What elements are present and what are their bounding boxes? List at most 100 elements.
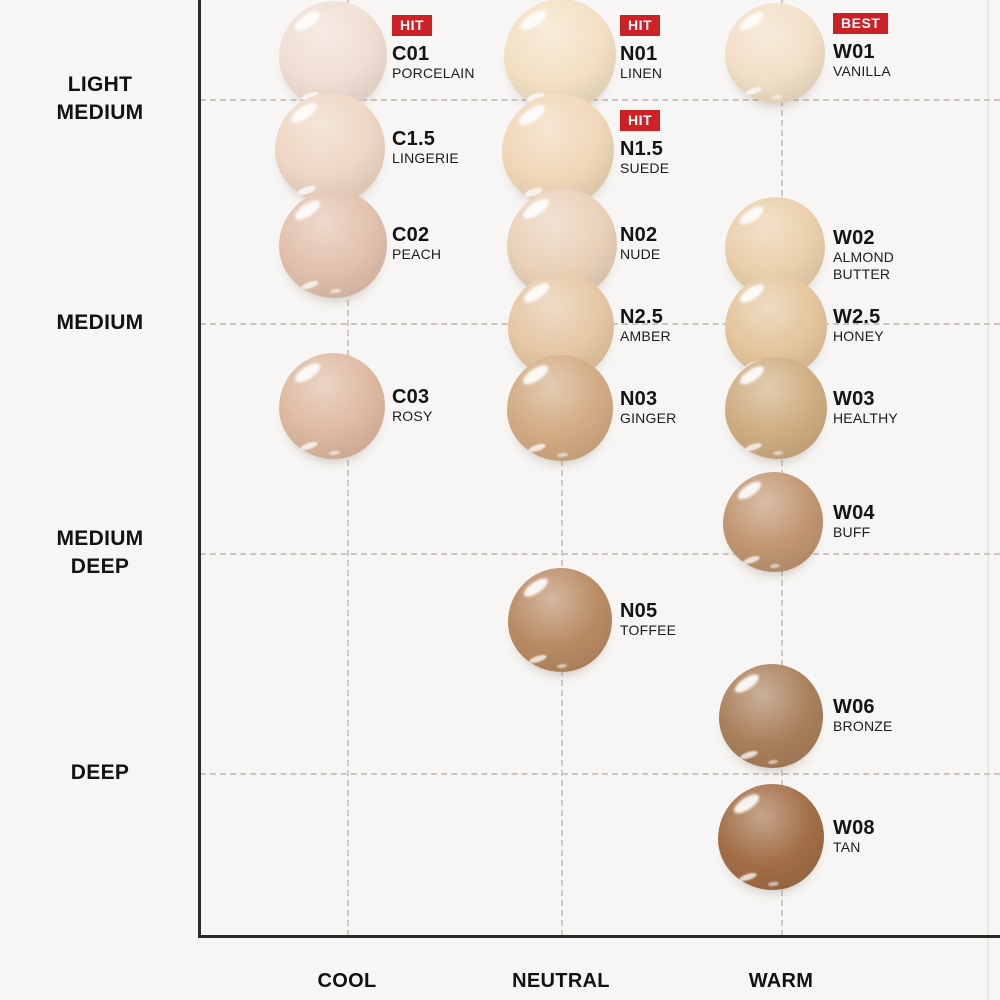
swatch-highlight <box>737 9 766 34</box>
swatch-w01 <box>725 3 825 103</box>
swatch-highlight <box>527 442 547 455</box>
shade-name: BUFF <box>833 524 871 540</box>
swatch-highlight <box>771 94 783 100</box>
shade-code: W2.5 <box>833 306 881 328</box>
y-axis-label-line: DEEP <box>70 555 130 578</box>
shade-name: PORCELAIN <box>392 65 475 81</box>
swatch-highlight <box>744 441 764 453</box>
shade-label-c03: C03 ROSY <box>392 386 432 425</box>
swatch-c02 <box>279 190 387 298</box>
swatch-highlight <box>517 6 550 34</box>
y-axis-label-deep: DEEP <box>5 759 195 787</box>
hit-badge: HIT <box>620 15 661 36</box>
shade-name: VANILLA <box>833 63 891 79</box>
v-gridline-neutral <box>561 0 563 936</box>
shade-label-w04: W04 BUFF <box>833 502 875 541</box>
swatch-n01 <box>504 0 616 111</box>
h-gridline-medium-deep <box>200 553 1000 555</box>
shade-code: C01 <box>392 43 430 65</box>
shade-name: ALMOND BUTTER <box>833 249 895 282</box>
y-axis-line <box>198 0 201 938</box>
shade-name: TAN <box>833 839 861 855</box>
swatch-highlight <box>737 203 766 228</box>
swatch-w08 <box>718 784 824 890</box>
y-axis-label-line: MEDIUM <box>56 311 144 334</box>
shade-code: C03 <box>392 386 430 408</box>
swatch-highlight <box>739 749 758 762</box>
shade-code: N02 <box>620 224 658 246</box>
swatch-highlight <box>528 653 547 666</box>
shade-label-n02: N02 NUDE <box>620 224 660 263</box>
swatch-highlight <box>744 85 763 97</box>
swatch-highlight <box>772 450 784 456</box>
shade-label-c02: C02 PEACH <box>392 224 441 263</box>
shade-name: NUDE <box>620 246 661 262</box>
y-axis-label-medium: MEDIUM <box>5 309 195 337</box>
shade-label-c15: C1.5 LINGERIE <box>392 128 459 167</box>
shade-name: GINGER <box>620 410 677 426</box>
shade-code: N03 <box>620 388 658 410</box>
shade-code: C02 <box>392 224 430 246</box>
shade-name: PEACH <box>392 246 442 262</box>
h-gridline-deep <box>200 773 1000 775</box>
swatch-c01 <box>279 1 387 109</box>
h-gridline-light-medium <box>200 99 1000 101</box>
v-gridline-cool <box>347 0 349 936</box>
shade-name: BRONZE <box>833 718 893 734</box>
shade-label-n03: N03 GINGER <box>620 388 676 427</box>
swatch-highlight <box>299 440 319 453</box>
swatch-highlight <box>292 7 324 35</box>
swatch-highlight <box>730 790 762 817</box>
swatch-highlight <box>328 449 340 456</box>
right-edge-line <box>987 0 989 1000</box>
shade-code: W04 <box>833 502 875 524</box>
shade-code: W01 <box>833 41 875 63</box>
swatch-highlight <box>767 880 779 887</box>
shade-label-w03: W03 HEALTHY <box>833 388 898 427</box>
swatch-w04 <box>723 472 823 572</box>
swatch-c03 <box>279 353 385 459</box>
swatch-highlight <box>520 196 552 223</box>
shade-label-w25: W2.5 HONEY <box>833 306 884 345</box>
swatch-highlight <box>556 451 568 458</box>
swatch-highlight <box>737 281 767 307</box>
shade-label-w08: W08 TAN <box>833 817 875 856</box>
x-axis-label-cool: COOL <box>317 970 377 992</box>
shade-name: TOFFEE <box>620 622 677 638</box>
swatch-n15 <box>502 94 614 206</box>
shade-name: AMBER <box>620 328 671 344</box>
swatch-highlight <box>737 363 767 389</box>
shade-code: W02 <box>833 227 875 249</box>
swatch-highlight <box>329 288 341 295</box>
shade-code: W08 <box>833 817 875 839</box>
shade-code: N1.5 <box>620 138 664 160</box>
v-gridline-warm <box>781 0 783 936</box>
shade-code: N01 <box>620 43 658 65</box>
swatch-highlight <box>738 871 758 884</box>
y-axis-label-line: MEDIUM <box>56 101 144 124</box>
shade-label-n01: HIT N01 LINEN <box>620 15 662 82</box>
x-axis-label-warm: WARM <box>748 970 814 992</box>
best-badge: BEST <box>833 13 889 34</box>
shade-code: W03 <box>833 388 875 410</box>
swatch-highlight <box>767 758 779 765</box>
swatch-highlight <box>292 196 324 224</box>
swatch-highlight <box>769 563 781 569</box>
hit-badge: HIT <box>392 15 433 36</box>
shade-name: LINEN <box>620 65 663 81</box>
shade-code: C1.5 <box>392 128 436 150</box>
swatch-highlight <box>515 101 548 129</box>
swatch-n05 <box>508 568 612 672</box>
shade-label-n05: N05 TOFFEE <box>620 600 676 639</box>
shade-name: ROSY <box>392 408 433 424</box>
swatch-highlight <box>519 361 551 388</box>
shade-label-n25: N2.5 AMBER <box>620 306 671 345</box>
y-axis-label-light-medium: LIGHT MEDIUM <box>5 71 195 127</box>
swatch-highlight <box>291 359 323 386</box>
shade-code: N2.5 <box>620 306 664 328</box>
shade-label-n15: HIT N1.5 SUEDE <box>620 110 669 177</box>
swatch-w03 <box>725 357 827 459</box>
y-axis-label-medium-deep: MEDIUM DEEP <box>5 525 195 581</box>
swatch-w06 <box>719 664 823 768</box>
